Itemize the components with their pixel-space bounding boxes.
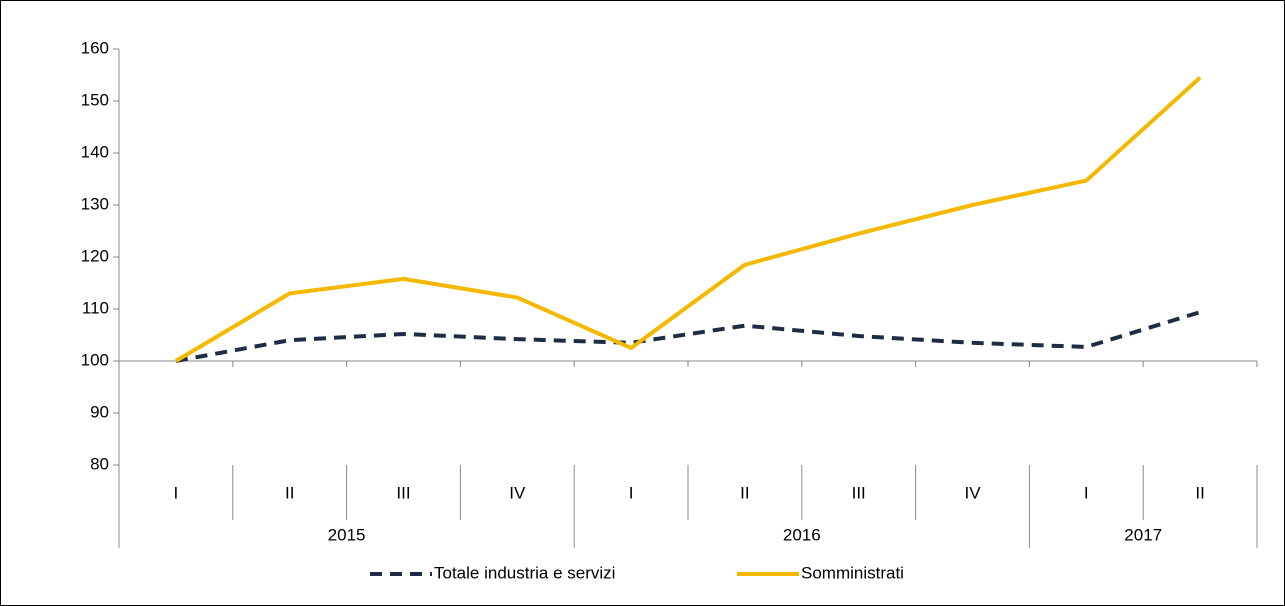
y-tick-label: 110 xyxy=(82,298,109,317)
line-series xyxy=(174,76,1202,363)
x-tick-label: II xyxy=(740,483,749,502)
y-tick-label: 150 xyxy=(81,90,109,109)
y-tick-label: 140 xyxy=(81,142,109,161)
y-tick-label: 80 xyxy=(90,454,109,473)
y-tick-label: 160 xyxy=(81,38,109,57)
x-tick-label: II xyxy=(285,483,294,502)
y-tick-label: 130 xyxy=(81,194,109,213)
y-tick-label: 90 xyxy=(90,402,109,421)
x-tick-label: I xyxy=(174,483,179,502)
y-tick-label: 100 xyxy=(81,350,109,369)
year-label: 2015 xyxy=(328,525,366,544)
year-label: 2017 xyxy=(1124,525,1162,544)
year-label: 2016 xyxy=(783,525,821,544)
x-tick-label: III xyxy=(852,483,866,502)
x-tick-label: I xyxy=(629,483,634,502)
x-tick-label: IV xyxy=(509,483,526,502)
x-tick-label: II xyxy=(1195,483,1204,502)
legend-label: Totale industria e servizi xyxy=(434,563,615,582)
x-tick-label: IV xyxy=(964,483,981,502)
x-tick-label: I xyxy=(1084,483,1089,502)
legend-label: Somministrati xyxy=(801,563,904,582)
x-tick-label: III xyxy=(396,483,410,502)
y-tick-label: 120 xyxy=(81,246,109,265)
